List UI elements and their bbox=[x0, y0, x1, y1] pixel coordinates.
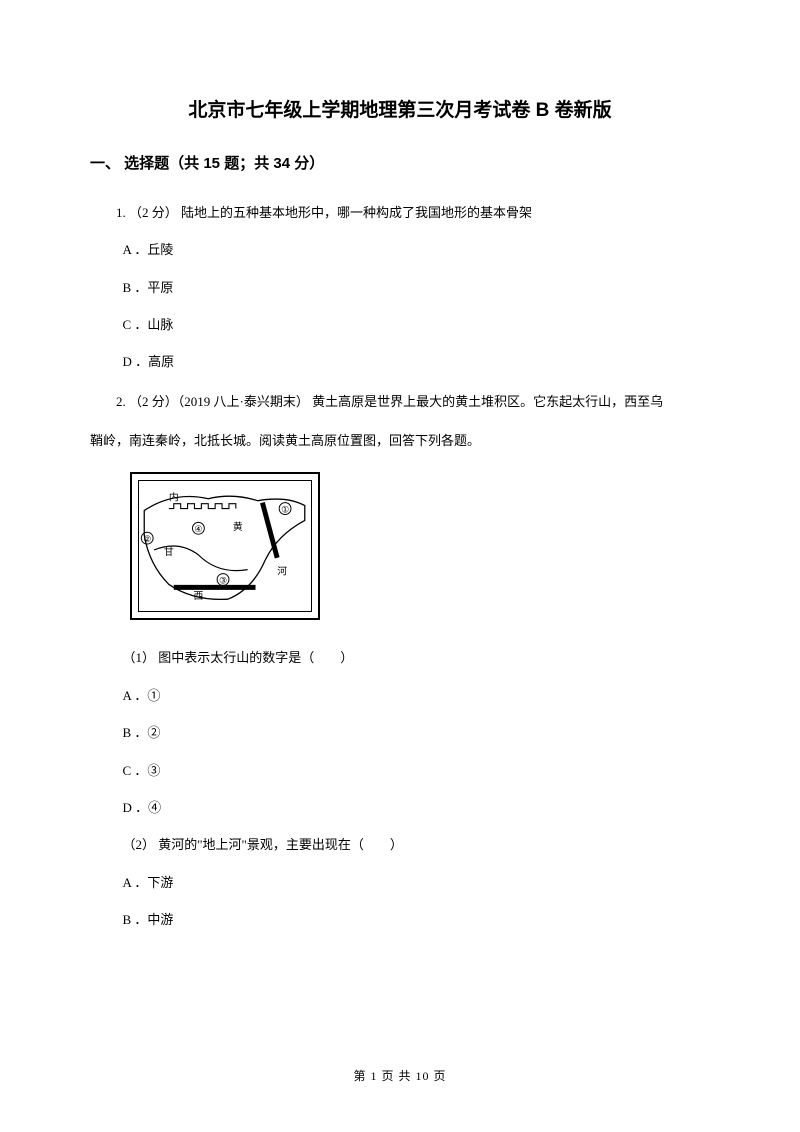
page-title: 北京市七年级上学期地理第三次月考试卷 B 卷新版 bbox=[90, 95, 710, 122]
page-footer: 第 1 页 共 10 页 bbox=[0, 1067, 800, 1084]
q1-option-c: C ．山脉 bbox=[123, 313, 711, 336]
q1-stem: 1. （2 分） 陆地上的五种基本地形中，哪一种构成了我国地形的基本骨架 bbox=[90, 199, 710, 226]
q1-option-d: D ．高原 bbox=[123, 350, 711, 373]
svg-text:河: 河 bbox=[277, 566, 287, 578]
map-svg: ① ② ③ ④ 内 黄 甘 河 西 bbox=[139, 481, 311, 611]
exam-page: 北京市七年级上学期地理第三次月考试卷 B 卷新版 一、 选择题（共 15 题；共… bbox=[0, 0, 800, 1132]
q2-sub1-d: D ．④ bbox=[123, 796, 711, 819]
q2-sub2-stem: （2） 黄河的"地上河"景观，主要出现在（ ） bbox=[123, 833, 711, 856]
svg-text:甘: 甘 bbox=[164, 545, 174, 558]
q2-sub2-b: B ．中游 bbox=[123, 908, 711, 931]
section-header: 一、 选择题（共 15 题；共 34 分） bbox=[90, 152, 710, 173]
q1-option-b: B ．平原 bbox=[123, 276, 711, 299]
svg-text:西: 西 bbox=[193, 592, 203, 603]
q1-option-a: A ．丘陵 bbox=[123, 238, 711, 261]
q2-sub2-a: A ．下游 bbox=[123, 871, 711, 894]
svg-text:④: ④ bbox=[194, 525, 202, 535]
svg-text:①: ① bbox=[281, 505, 289, 515]
svg-text:内: 内 bbox=[169, 491, 179, 504]
loess-plateau-map: ① ② ③ ④ 内 黄 甘 河 西 bbox=[130, 472, 320, 620]
q2-sub1-c: C ．③ bbox=[123, 759, 711, 782]
q2-sub1-a: A ．① bbox=[123, 684, 711, 707]
q2-sub1-b: B ．② bbox=[123, 721, 711, 744]
svg-text:③: ③ bbox=[219, 576, 227, 586]
q2-sub1-stem: （1） 图中表示太行山的数字是（ ） bbox=[123, 646, 711, 669]
q2-stem-line2: 鞘岭，南连秦岭，北抵长城。阅读黄土高原位置图，回答下列各题。 bbox=[90, 427, 710, 454]
map-inner: ① ② ③ ④ 内 黄 甘 河 西 bbox=[138, 480, 312, 612]
q2-stem-line1: 2. （2 分）（2019 八上·泰兴期末） 黄土高原是世界上最大的黄土堆积区。… bbox=[90, 388, 710, 415]
svg-text:②: ② bbox=[143, 535, 151, 545]
svg-text:黄: 黄 bbox=[233, 521, 243, 534]
